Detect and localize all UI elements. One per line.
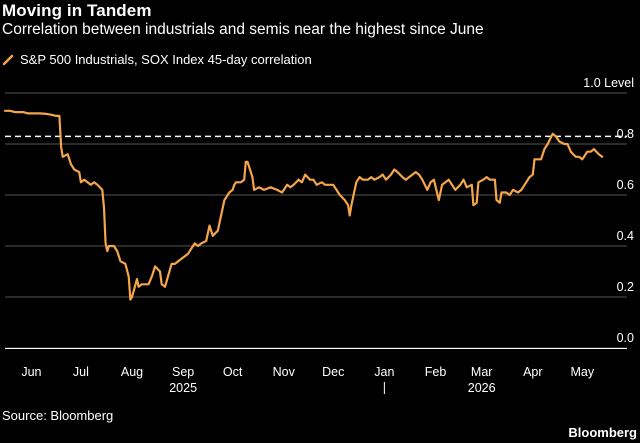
y-tick-label: 0.2 — [617, 280, 634, 294]
x-tick-label: Aug — [121, 365, 143, 379]
x-year-label: 2026 — [468, 381, 496, 395]
legend-swatch-icon — [2, 54, 14, 66]
chart-title: Moving in Tandem — [2, 1, 152, 20]
x-tick-label: May — [570, 365, 594, 379]
x-tick-label: Mar — [471, 365, 493, 379]
legend-label: S&P 500 Industrials, SOX Index 45-day co… — [20, 52, 312, 67]
bloomberg-logo: Bloomberg — [568, 425, 637, 440]
y-unit-label: 1.0 Level — [583, 76, 634, 90]
x-tick-label: Nov — [273, 365, 296, 379]
x-tick-label: Oct — [223, 365, 243, 379]
legend: S&P 500 Industrials, SOX Index 45-day co… — [2, 52, 312, 67]
x-tick-label: Jun — [21, 365, 41, 379]
x-tick-label: Feb — [425, 365, 447, 379]
x-tick-label: Dec — [322, 365, 344, 379]
chart-subtitle: Correlation between industrials and semi… — [2, 21, 484, 38]
y-tick-label: 0.8 — [617, 127, 634, 141]
source-note: Source: Bloomberg — [2, 408, 114, 423]
y-tick-label: 0.4 — [617, 229, 634, 243]
x-tick-label: Sep — [172, 365, 194, 379]
x-tick-label: Jan — [374, 365, 394, 379]
x-tick-label: Apr — [523, 365, 542, 379]
series-line — [3, 109, 604, 301]
y-tick-label: 0.6 — [617, 178, 634, 192]
y-tick-label: 0.0 — [617, 331, 634, 345]
x-tick-label: Jul — [73, 365, 89, 379]
x-year-label: 2025 — [169, 381, 197, 395]
